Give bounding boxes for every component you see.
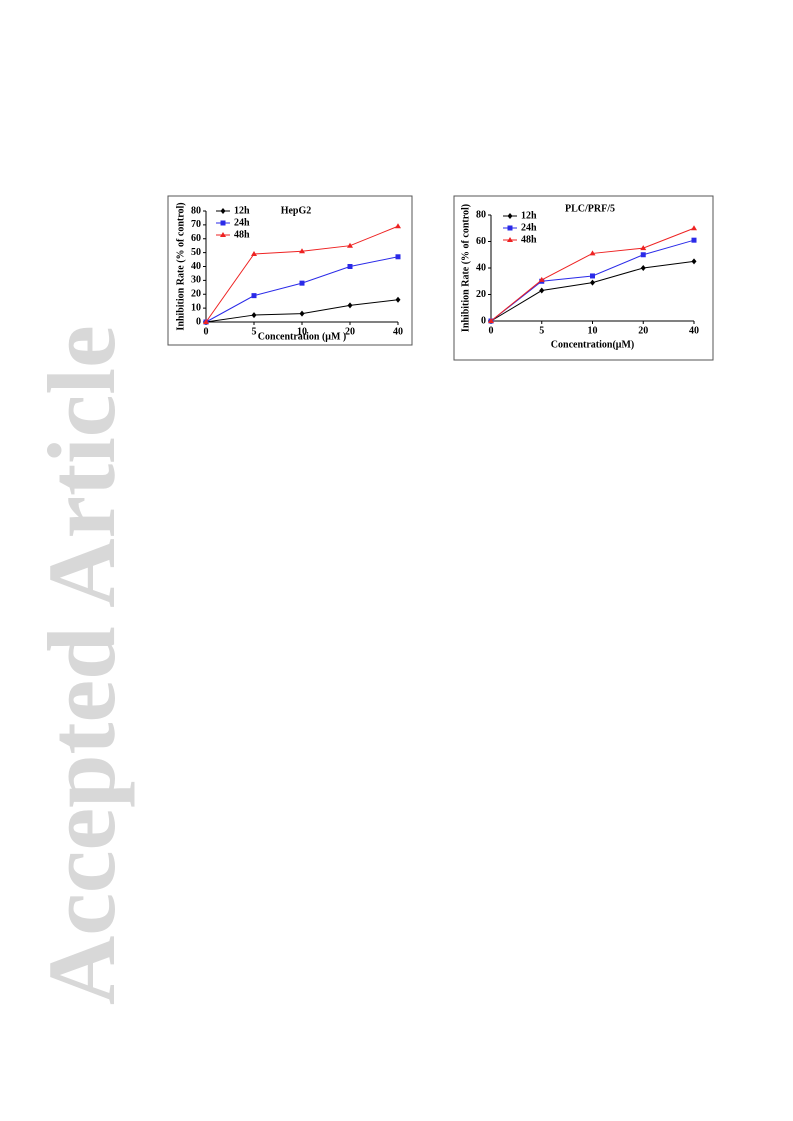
x-tick-label: 40	[393, 326, 403, 337]
legend-label: 24h	[234, 217, 250, 228]
x-tick-label: 20	[345, 326, 355, 337]
y-tick-label: 20	[191, 289, 201, 300]
marker	[539, 287, 545, 294]
marker	[203, 319, 209, 324]
marker	[395, 296, 401, 303]
marker	[220, 220, 226, 226]
legend-label: 12h	[521, 210, 537, 221]
series-line	[205, 225, 399, 323]
marker	[251, 251, 257, 257]
y-tick-label: 0	[481, 315, 486, 326]
marker	[538, 276, 545, 282]
y-tick-label: 70	[191, 219, 201, 230]
marker	[590, 279, 595, 286]
y-tick-label: 80	[191, 205, 201, 216]
x-tick-label: 0	[204, 326, 209, 337]
y-tick-label: 40	[476, 262, 486, 273]
chart-frame	[453, 195, 714, 361]
legend-label: 48h	[234, 229, 250, 240]
x-tick-label: 20	[638, 325, 648, 336]
x-tick-label: 10	[588, 325, 598, 336]
x-axis-label: Concentration (μM )	[258, 331, 346, 342]
marker	[299, 310, 305, 317]
marker	[507, 213, 513, 219]
marker	[220, 208, 226, 214]
y-tick-label: 60	[191, 233, 201, 244]
chart-title: HepG2	[281, 205, 312, 216]
marker	[691, 225, 697, 231]
y-tick-label: 30	[191, 275, 201, 286]
marker	[691, 237, 697, 243]
x-tick-label: 5	[539, 325, 544, 336]
chart-title: PLC/PRF/5	[565, 203, 615, 214]
marker	[507, 237, 513, 242]
legend-label: 12h	[234, 205, 250, 216]
x-tick-label: 0	[489, 325, 494, 336]
legend-label: 24h	[521, 222, 537, 233]
marker	[347, 242, 353, 248]
y-tick-label: 50	[191, 247, 201, 258]
marker	[589, 250, 596, 256]
y-tick-label: 80	[476, 209, 486, 220]
marker	[640, 265, 646, 271]
legend-label: 48h	[521, 234, 537, 245]
y-tick-label: 10	[191, 302, 201, 313]
x-axis-label: Concentration(μM)	[551, 339, 634, 350]
y-tick-label: 40	[191, 261, 201, 272]
marker	[299, 280, 305, 286]
marker	[395, 254, 401, 260]
marker	[395, 223, 401, 229]
marker	[220, 232, 226, 237]
series-line	[490, 260, 695, 322]
x-tick-label: 5	[252, 326, 257, 337]
x-tick-label: 10	[297, 326, 307, 337]
marker	[590, 273, 595, 279]
marker	[488, 318, 494, 323]
y-tick-label: 60	[476, 236, 486, 247]
marker	[347, 302, 353, 309]
marker	[251, 312, 257, 319]
y-axis-label: Inhibition Rate (% of control)	[175, 202, 186, 330]
watermark: Accepted Article	[28, 325, 135, 1005]
x-tick-label: 40	[689, 325, 699, 336]
marker	[640, 245, 647, 251]
y-tick-label: 20	[476, 289, 486, 300]
y-axis-label: Inhibition Rate (% of control)	[460, 204, 471, 332]
marker	[299, 248, 305, 254]
marker	[640, 252, 646, 258]
y-tick-label: 0	[196, 316, 201, 327]
marker	[691, 258, 697, 265]
marker	[347, 264, 353, 269]
marker	[507, 225, 513, 231]
marker	[251, 293, 257, 299]
chart-frame	[167, 195, 413, 346]
